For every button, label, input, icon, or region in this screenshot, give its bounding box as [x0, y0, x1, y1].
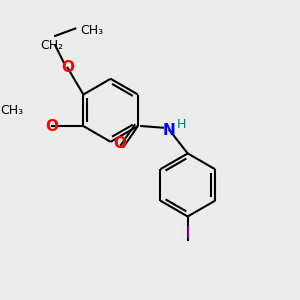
Text: CH₂: CH₂	[40, 39, 63, 52]
Text: CH₃: CH₃	[0, 104, 23, 117]
Text: I: I	[185, 226, 190, 242]
Text: O: O	[113, 136, 126, 151]
Text: N: N	[163, 123, 176, 138]
Text: H: H	[176, 118, 186, 131]
Text: CH₃: CH₃	[80, 23, 104, 37]
Text: O: O	[45, 118, 58, 134]
Text: O: O	[61, 60, 74, 75]
